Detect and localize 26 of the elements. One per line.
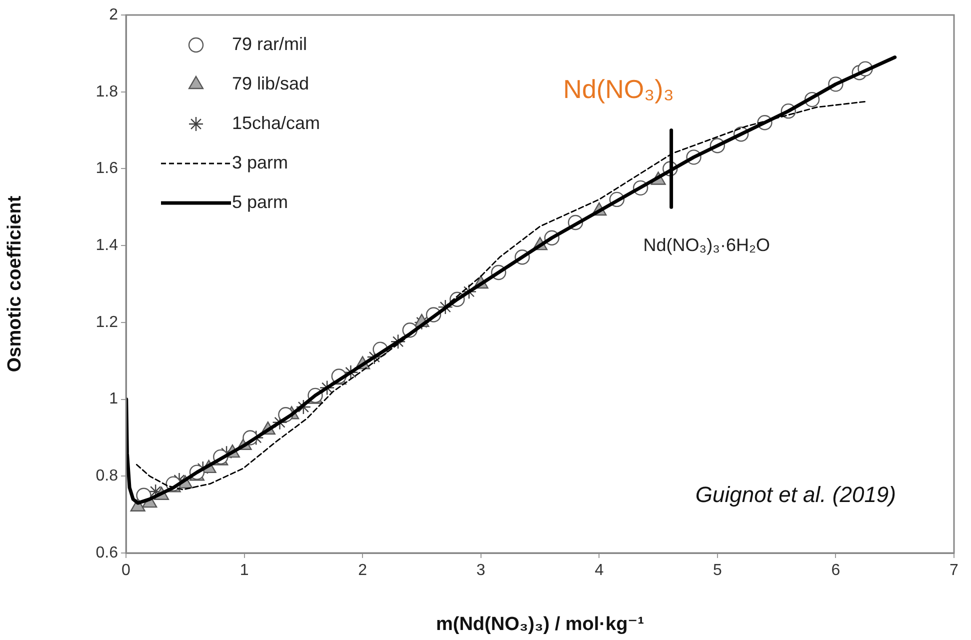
x-tick-label: 2 <box>358 562 368 580</box>
legend-label: 79 lib/sad <box>232 73 310 94</box>
annotation: Nd(NO₃)₃·6H₂O <box>643 235 770 256</box>
y-tick-label: 2 <box>109 6 118 24</box>
y-axis-title: Osmotic coefficient <box>4 195 26 372</box>
y-tick-label: 1.6 <box>96 160 118 178</box>
x-tick-label: 3 <box>476 562 486 580</box>
annotation: Guignot et al. (2019) <box>695 482 896 508</box>
x-tick-label: 0 <box>122 562 131 580</box>
x-tick-label: 4 <box>594 562 604 580</box>
y-tick-label: 0.6 <box>96 544 118 562</box>
y-tick-label: 1.8 <box>96 83 118 100</box>
legend-label: 15cha/cam <box>232 112 320 133</box>
x-tick-label: 5 <box>712 562 722 580</box>
y-tick-label: 0.8 <box>96 468 118 485</box>
x-axis-title: m(Nd(NO₃)₃) / mol·kg⁻¹ <box>436 614 644 635</box>
legend-label: 3 parm <box>232 152 288 172</box>
text: Nd(NO₃)₃ <box>563 74 674 104</box>
y-tick-label: 1.2 <box>96 314 118 331</box>
y-tick-label: 1.4 <box>96 236 118 254</box>
y-tick-label: 1 <box>109 390 118 408</box>
x-tick-label: 6 <box>831 562 840 580</box>
x-tick-label: 7 <box>950 562 959 580</box>
x-tick-label: 1 <box>240 562 249 580</box>
legend-label: 79 rar/mil <box>232 34 308 54</box>
legend-label: 5 parm <box>232 192 288 212</box>
